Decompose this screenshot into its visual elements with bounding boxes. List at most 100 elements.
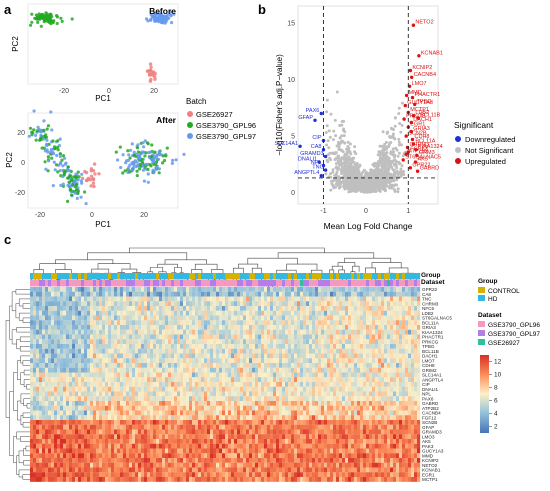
heatmap-cell	[258, 344, 262, 349]
heatmap-cell	[414, 325, 418, 330]
heatmap-cell	[255, 291, 259, 297]
volcano-point-not-significant	[382, 151, 386, 155]
heatmap-cell	[198, 372, 202, 378]
pca-point-gpl97	[55, 153, 59, 158]
heatmap-cell	[276, 320, 280, 326]
heatmap-cell	[189, 348, 193, 354]
heatmap-cell	[189, 291, 193, 297]
heatmap-cell	[72, 367, 76, 373]
heatmap-cell	[387, 296, 391, 302]
heatmap-cell	[345, 372, 349, 378]
volcano-point-not-significant	[381, 130, 385, 134]
heatmap-cell	[366, 353, 370, 359]
heatmap-cell	[174, 315, 178, 321]
heatmap-cell	[117, 325, 121, 330]
volcano-point-not-significant	[331, 138, 335, 142]
heatmap-cell	[165, 329, 169, 335]
dataset-annotation-cell	[243, 280, 247, 287]
heatmap-cell	[243, 363, 247, 368]
heatmap-cell	[195, 334, 199, 340]
group-annotation-cell	[87, 273, 91, 280]
heatmap-cell	[414, 320, 418, 326]
heatmap-cell	[111, 377, 115, 383]
heatmap-cell	[324, 287, 328, 292]
heatmap-cell	[54, 325, 58, 330]
heatmap-cell	[303, 325, 307, 330]
heatmap-cell	[72, 363, 76, 368]
heatmap-cell	[48, 353, 52, 359]
heatmap-cell	[309, 310, 313, 316]
volcano-point-not-significant	[348, 181, 352, 184]
pca-point-gpl97	[73, 180, 77, 184]
heatmap-cell	[99, 287, 103, 292]
heatmap-cell	[102, 301, 106, 307]
volcano-point-not-significant	[393, 189, 397, 193]
heatmap-cell	[324, 358, 328, 364]
heatmap-cell	[243, 372, 247, 378]
heatmap-cell	[90, 358, 94, 364]
heatmap-cell	[204, 310, 208, 316]
heatmap-cell	[249, 310, 253, 316]
heatmap-cell	[363, 287, 367, 292]
heatmap-cell	[354, 315, 358, 321]
heatmap-cell	[102, 306, 106, 311]
heatmap-cell	[405, 348, 409, 354]
heatmap-cell	[171, 306, 175, 311]
heatmap-cell	[360, 310, 364, 316]
heatmap-cell	[36, 344, 40, 349]
heatmap-cell	[168, 348, 172, 354]
heatmap-cell	[192, 353, 196, 359]
pca-point-gpl97	[146, 19, 150, 23]
heatmap-cell	[99, 353, 103, 359]
heatmap-cell	[66, 301, 70, 307]
heatmap-cell	[282, 310, 286, 316]
heatmap-cell	[141, 344, 145, 349]
heatmap-cell	[144, 339, 148, 345]
heatmap-cell	[225, 367, 229, 373]
heatmap-cell	[138, 358, 142, 364]
heatmap-cell	[51, 291, 55, 297]
heatmap-cell	[237, 334, 241, 340]
heatmap-cell	[213, 339, 217, 345]
pca-point-gpl97	[154, 167, 158, 171]
heatmap-cell	[192, 329, 196, 335]
heatmap-cell	[57, 296, 61, 302]
dataset-annotation-cell	[204, 280, 208, 287]
heatmap-cell	[150, 310, 154, 316]
volcano-point-not-significant	[382, 145, 386, 149]
heatmap-cell	[309, 301, 313, 307]
heatmap-cell	[393, 301, 397, 307]
heatmap-cell	[153, 344, 157, 349]
heatmap-cell	[132, 339, 136, 345]
heatmap-cell	[195, 310, 199, 316]
dataset-annotation-cell	[102, 280, 106, 287]
group-annotation-cell	[393, 273, 397, 280]
heatmap-cell	[102, 310, 106, 316]
heatmap-cell	[186, 287, 190, 292]
heatmap-cell	[138, 344, 142, 349]
volcano-gene-label: CACNB4	[414, 72, 436, 78]
heatmap-cell	[105, 329, 109, 335]
heatmap-cell	[57, 377, 61, 383]
group-annotation-cell	[405, 273, 409, 280]
heatmap-cell	[354, 306, 358, 311]
heatmap-cell	[276, 344, 280, 349]
heatmap-cell	[309, 367, 313, 373]
heatmap-cell	[369, 363, 373, 368]
pca-point-gpl96	[42, 146, 46, 150]
heatmap-cell	[354, 358, 358, 364]
heatmap-cell	[45, 315, 49, 321]
volcano-point-not-significant	[353, 145, 357, 149]
heatmap-cell	[51, 296, 55, 302]
heatmap-cell	[315, 291, 319, 297]
heatmap-cell	[51, 325, 55, 330]
heatmap-cell	[303, 353, 307, 359]
heatmap-cell	[63, 339, 67, 345]
heatmap-cell	[228, 358, 232, 364]
heatmap-cell	[195, 348, 199, 354]
heatmap-cell	[375, 296, 379, 302]
dataset-annotation-cell	[348, 280, 352, 287]
heatmap-cell	[66, 339, 70, 345]
heatmap-cell	[255, 344, 259, 349]
heatmap-cell	[234, 287, 238, 292]
